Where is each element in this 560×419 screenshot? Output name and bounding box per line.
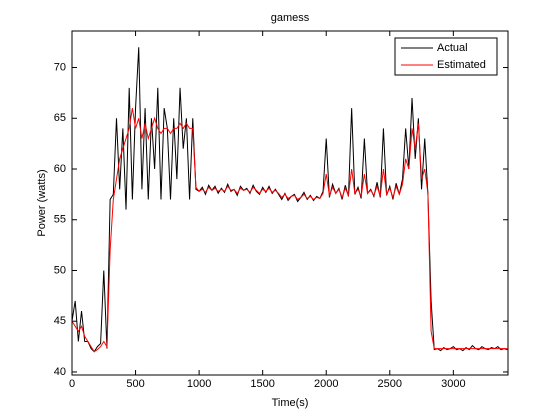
legend-label: Actual bbox=[437, 42, 468, 54]
series-line bbox=[71, 47, 508, 353]
y-tick-label: 70 bbox=[54, 61, 66, 73]
chart-title: gamess bbox=[271, 12, 310, 24]
legend-label: Estimated bbox=[437, 59, 486, 71]
y-tick-label: 55 bbox=[54, 214, 66, 226]
y-axis-label: Power (watts) bbox=[36, 169, 48, 236]
x-tick-label: 0 bbox=[69, 378, 75, 390]
series-line bbox=[71, 108, 508, 353]
x-axis-label: Time(s) bbox=[272, 397, 309, 409]
plot-frame bbox=[71, 30, 509, 376]
y-tick-label: 65 bbox=[54, 112, 66, 124]
x-tick-label: 2500 bbox=[378, 378, 402, 390]
x-tick-label: 1500 bbox=[250, 378, 274, 390]
y-tick-label: 45 bbox=[54, 315, 66, 327]
legend-box bbox=[394, 37, 498, 76]
x-tick-label: 3000 bbox=[441, 378, 465, 390]
x-tick-label: 1000 bbox=[187, 378, 211, 390]
x-tick-label: 500 bbox=[126, 378, 144, 390]
y-tick-label: 50 bbox=[54, 264, 66, 276]
y-tick-label: 60 bbox=[54, 163, 66, 175]
y-tick-label: 40 bbox=[54, 366, 66, 378]
x-tick-label: 2000 bbox=[314, 378, 338, 390]
